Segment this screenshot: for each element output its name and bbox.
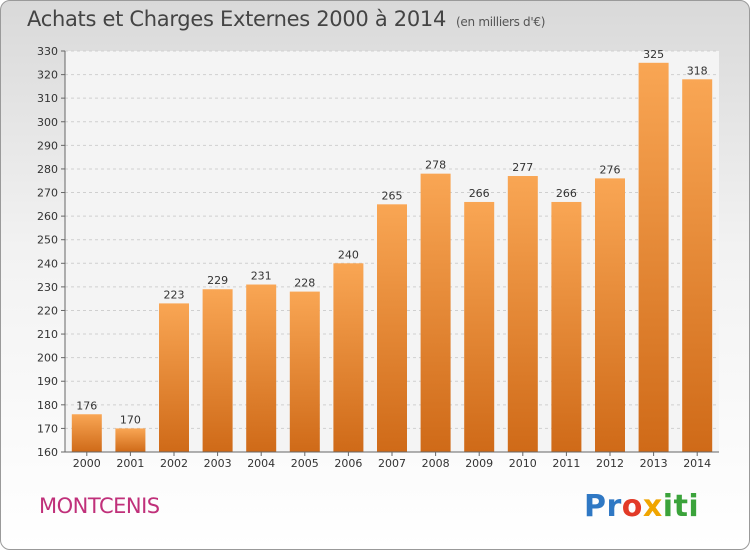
x-tick-label-2012: 2012 [596, 457, 624, 470]
x-tick-label-2006: 2006 [334, 457, 362, 470]
y-tick-label: 170 [37, 422, 58, 435]
y-tick-label: 160 [37, 446, 58, 459]
y-tick-label: 290 [37, 139, 58, 152]
bars: 176 170 223 229 231 228 240 265 278 266 277 266 276 3… [71, 48, 713, 453]
x-tick-label-2008: 2008 [422, 457, 450, 470]
x-tick-label-2000: 2000 [73, 457, 101, 470]
town-name: MONTCENIS [39, 494, 160, 518]
y-tick-label: 210 [37, 328, 58, 341]
y-tick-label: 240 [37, 257, 58, 270]
y-tick-label: 270 [37, 187, 58, 200]
x-tick-label-2013: 2013 [640, 457, 668, 470]
data-label-2012: 276 [600, 163, 621, 176]
bar-2005 [289, 291, 320, 452]
y-tick-label: 190 [37, 375, 58, 388]
bar-2012 [595, 178, 625, 452]
data-label-2010: 277 [512, 161, 533, 174]
y-tick-label: 280 [37, 163, 58, 176]
x-tick-label-2009: 2009 [465, 457, 493, 470]
bar-2013 [638, 62, 669, 452]
axes: 160 170 180 190 200 210 220 230 240 250 260 270 280 2… [37, 45, 719, 470]
data-label-2004: 231 [251, 270, 272, 283]
data-label-2014: 318 [687, 64, 708, 77]
y-tick-label: 180 [37, 399, 58, 412]
x-tick-label-2014: 2014 [683, 457, 711, 470]
y-tick-label: 320 [37, 69, 58, 82]
bar-2009 [464, 201, 495, 452]
y-tick-label: 220 [37, 304, 58, 317]
data-label-2007: 265 [382, 189, 403, 202]
x-tick-label-2003: 2003 [204, 457, 232, 470]
x-tick-label-2011: 2011 [552, 457, 580, 470]
x-tick-label-2007: 2007 [378, 457, 406, 470]
bar-2006 [333, 263, 364, 452]
bar-2010 [507, 176, 538, 453]
y-tick-label: 300 [37, 116, 58, 129]
x-tick-label-2002: 2002 [160, 457, 188, 470]
data-label-2002: 223 [164, 288, 185, 301]
y-tick-label: 230 [37, 281, 58, 294]
bar-2014 [682, 79, 713, 453]
chart-unit: (en milliers d'€) [456, 15, 546, 29]
data-label-2013: 325 [643, 48, 664, 61]
bar-2003 [202, 289, 233, 452]
y-tick-label: 330 [37, 45, 58, 58]
y-tick-label: 250 [37, 234, 58, 247]
chart-title-text: Achats et Charges Externes 2000 à 2014 [27, 7, 447, 31]
data-label-2005: 228 [294, 277, 315, 290]
data-label-2011: 266 [556, 187, 577, 200]
x-tick-label-2001: 2001 [116, 457, 144, 470]
bar-2002 [159, 303, 189, 452]
bar-2004 [246, 284, 277, 452]
chart-title: Achats et Charges Externes 2000 à 2014 (e… [27, 7, 545, 31]
x-tick-label-2004: 2004 [247, 457, 275, 470]
bar-2001 [115, 428, 146, 452]
data-label-2008: 278 [425, 159, 446, 172]
y-tick-label: 260 [37, 210, 58, 223]
data-label-2000: 176 [76, 399, 97, 412]
bar-2007 [377, 204, 407, 452]
x-tick-label-2010: 2010 [509, 457, 537, 470]
x-tick-label-2005: 2005 [291, 457, 319, 470]
y-tick-label: 200 [37, 352, 58, 365]
bar-2008 [420, 173, 451, 453]
proxiti-logo: Proxiti [584, 489, 700, 524]
data-label-2001: 170 [120, 413, 141, 426]
data-label-2006: 240 [338, 248, 359, 261]
data-label-2009: 266 [469, 187, 490, 200]
data-label-2003: 229 [207, 274, 228, 287]
bar-2000 [71, 414, 102, 452]
y-tick-label: 310 [37, 92, 58, 105]
bar-2011 [551, 201, 582, 452]
